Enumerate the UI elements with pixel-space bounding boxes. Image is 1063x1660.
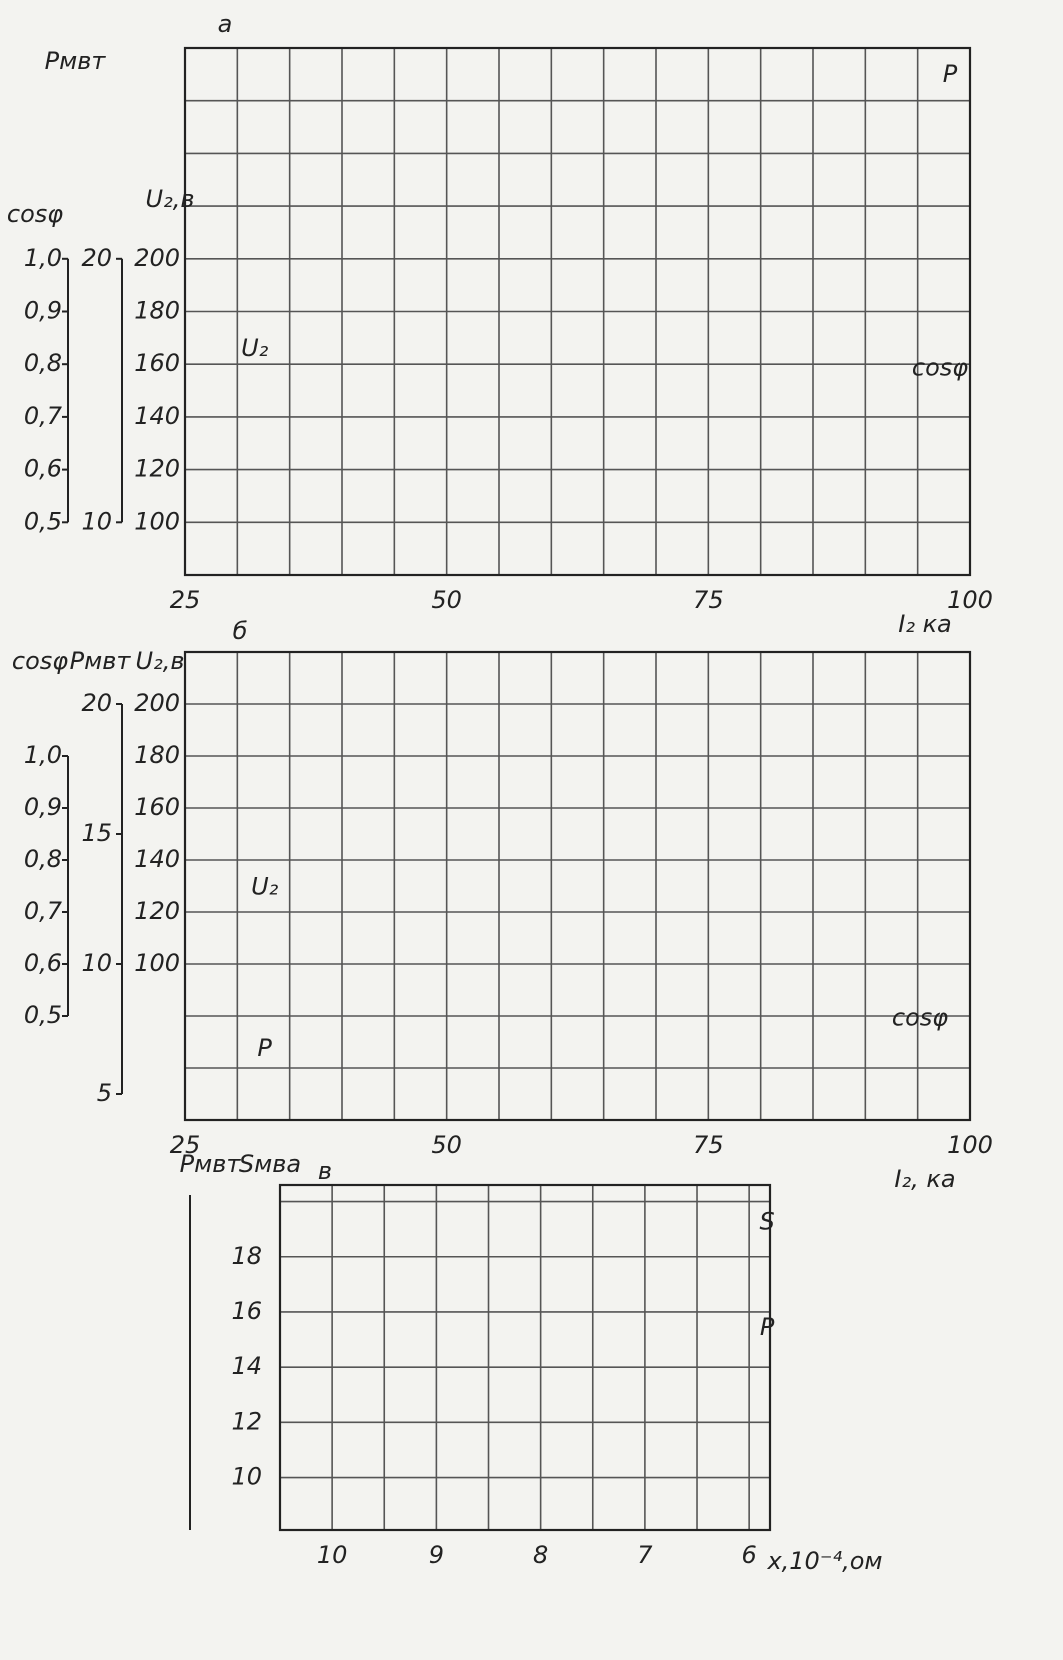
y-tick-label: 16 xyxy=(231,1297,262,1325)
y2-tick-label: 5 xyxy=(97,1079,112,1107)
y-tick-label: 12 xyxy=(231,1407,262,1435)
y3-label: cosφ xyxy=(7,200,63,228)
x-tick-label: 6 xyxy=(742,1541,757,1569)
y3-tick-label: 0,9 xyxy=(24,297,62,325)
y-tick-label: 160 xyxy=(134,349,180,377)
y2-tick-label: 20 xyxy=(81,689,112,717)
y-tick-label: 200 xyxy=(134,689,180,717)
y-tick-label: 180 xyxy=(134,297,180,325)
y2-tick-label: 10 xyxy=(81,949,112,977)
y3-tick-label: 0,6 xyxy=(24,455,62,483)
x-tick-label: 75 xyxy=(693,586,724,614)
y3-tick-label: 0,6 xyxy=(24,949,62,977)
label: б xyxy=(233,617,248,645)
y-tick-label: 160 xyxy=(134,793,180,821)
x-tick-label: 25 xyxy=(170,1131,201,1159)
y-tick-label: 120 xyxy=(134,455,180,483)
x-tick-label: 25 xyxy=(170,586,201,614)
series-label: S xyxy=(760,1208,775,1236)
x-tick-label: 100 xyxy=(947,586,993,614)
y3-tick-label: 0,7 xyxy=(24,402,63,430)
x-tick-label: 50 xyxy=(431,586,462,614)
x-tick-label: 8 xyxy=(533,1541,548,1569)
y-label: U₂,в xyxy=(136,647,185,675)
x-label: I₂, ка xyxy=(894,1165,955,1193)
x-tick-label: 75 xyxy=(693,1131,724,1159)
y-tick-label: 14 xyxy=(231,1352,262,1380)
series-label: P xyxy=(760,1313,775,1341)
y-tick-label: 200 xyxy=(134,244,180,272)
series-label: P xyxy=(257,1034,272,1062)
y-tick-label: 100 xyxy=(134,507,180,535)
plot-frame xyxy=(278,1183,772,1532)
series-label: U₂ xyxy=(241,334,269,362)
plot-frame xyxy=(183,650,972,1122)
x-label: I₂ ка xyxy=(898,610,952,638)
y2-tick-label: 10 xyxy=(81,507,112,535)
series-label: P xyxy=(943,60,958,88)
series-label: cosφ xyxy=(912,353,968,381)
y-label: Pмвт xyxy=(180,1150,242,1178)
y3-tick-label: 0,5 xyxy=(24,507,62,535)
y2-tick-label: 20 xyxy=(81,244,112,272)
x-label: x,10⁻⁴,ом xyxy=(766,1547,882,1575)
label: а xyxy=(218,10,233,38)
x-tick-label: 50 xyxy=(431,1131,462,1159)
y-tick-label: 10 xyxy=(231,1463,262,1491)
label: в xyxy=(318,1157,332,1185)
y-tick-label: 180 xyxy=(134,741,180,769)
y-tick-label: 140 xyxy=(134,402,180,430)
y2-label: Pмвт xyxy=(45,47,107,75)
y2-label: Pмвт xyxy=(70,647,132,675)
y3-tick-label: 0,8 xyxy=(24,349,62,377)
x-tick-label: 7 xyxy=(637,1541,653,1569)
y3-tick-label: 0,5 xyxy=(24,1001,62,1029)
y3-tick-label: 0,7 xyxy=(24,897,63,925)
plot-frame xyxy=(183,46,972,577)
y2-tick-label: 15 xyxy=(81,819,112,847)
y-tick-label: 18 xyxy=(231,1242,262,1270)
y3-tick-label: 1,0 xyxy=(24,741,62,769)
series-label: U₂ xyxy=(251,872,279,900)
y-label: U₂,в xyxy=(146,185,195,213)
y3-tick-label: 0,8 xyxy=(24,845,62,873)
y3-label: cosφ xyxy=(12,647,68,675)
y-tick-label: 100 xyxy=(134,949,180,977)
x-tick-label: 10 xyxy=(317,1541,348,1569)
y-tick-label: 120 xyxy=(134,897,180,925)
y3-tick-label: 1,0 xyxy=(24,244,62,272)
y-tick-label: 140 xyxy=(134,845,180,873)
series-label: cosφ xyxy=(892,1003,948,1031)
x-tick-label: 9 xyxy=(429,1541,444,1569)
y2-label: Sмва xyxy=(239,1150,301,1178)
y3-tick-label: 0,9 xyxy=(24,793,62,821)
x-tick-label: 100 xyxy=(947,1131,993,1159)
